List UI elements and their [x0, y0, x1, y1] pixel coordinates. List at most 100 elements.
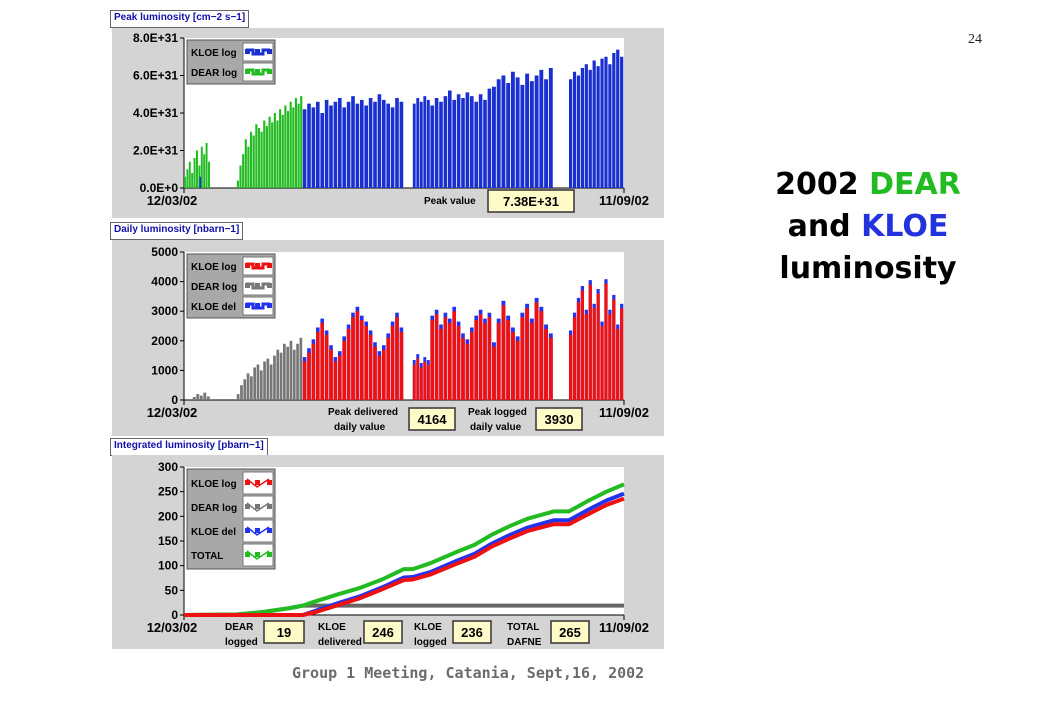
dear-daily-bar: [286, 346, 290, 400]
integrated-annotation-line1: DEAR: [225, 622, 254, 633]
integrated-annotation-line1: KLOE: [318, 622, 346, 633]
dear-peak-bar: [193, 158, 196, 188]
daily-legend-marker: [255, 303, 260, 308]
kloe-peak-bar: [487, 88, 492, 189]
daily-legend-label: KLOE del: [191, 302, 236, 313]
dear-peak-bar: [239, 165, 242, 188]
kloe-peak-bar: [316, 101, 320, 188]
dear-daily-bar: [266, 358, 270, 400]
headline-luminosity: luminosity: [779, 251, 957, 286]
integrated-legend-swatch: [246, 526, 270, 536]
integrated-legend-marker: [255, 528, 260, 533]
kloe-log-daily-bar: [576, 302, 581, 400]
kloe-log-daily-bar: [302, 361, 307, 400]
kloe-log-daily-bar: [355, 311, 360, 400]
peak-luminosity-chart: 8.0E+31 6.0E+31 4.0E+31 2.0E+31 0.0E+012/03/…: [112, 28, 664, 218]
dear-daily-bar: [192, 397, 196, 400]
peak-luminosity-panel: 8.0E+31 6.0E+31 4.0E+31 2.0E+31 0.0E+0 12/03/…: [112, 28, 664, 223]
dear-peak-bar: [196, 150, 198, 188]
kloe-peak-bar: [539, 69, 544, 189]
dear-peak-bar: [271, 122, 274, 188]
integrated-value: 265: [559, 625, 581, 640]
kloe-log-daily-bar: [529, 323, 534, 400]
kloe-peak-bar: [580, 68, 585, 188]
dear-daily-bar: [259, 370, 263, 400]
kloe-peak-bar: [501, 75, 506, 188]
kloe-peak-bar: [470, 96, 474, 189]
kloe-log-daily-bar: [320, 323, 325, 400]
daily-y-tick-label: 5000: [151, 245, 178, 259]
daily-legend-marker: [255, 283, 260, 288]
kloe-log-daily-bar: [338, 355, 342, 400]
kloe-peak-bar: [510, 71, 515, 188]
kloe-peak-bar: [584, 64, 588, 188]
headline-year: 2002: [775, 167, 859, 202]
kloe-peak-bar: [461, 98, 465, 188]
kloe-peak-bar: [465, 92, 470, 189]
kloe-peak-bar: [307, 103, 311, 189]
integrated-annotation-line2: logged: [414, 637, 447, 648]
peak-delivered-value-box: [408, 407, 456, 431]
slide-headline: 2002 DEAR and KLOE luminosity: [748, 164, 988, 290]
kloe-log-daily-bar: [496, 323, 501, 400]
total-integrated-line: [183, 482, 625, 617]
integrated-y-tick-label: 100: [158, 559, 178, 573]
integrated-legend-marker: [267, 528, 272, 533]
dear-peak-bar: [260, 131, 263, 188]
kloe-peak-bar: [452, 99, 457, 189]
kloe-log-daily-bar: [506, 320, 511, 400]
daily-legend-marker: [267, 263, 272, 268]
kloe-log-daily-bar: [510, 331, 515, 400]
dear-daily-bar: [279, 352, 283, 400]
kloe-peak-bar: [496, 79, 501, 188]
kloe-log-daily-bar: [600, 326, 604, 400]
dear-peak-bar: [276, 120, 279, 188]
kloe-log-daily-bar: [426, 364, 430, 400]
headline-and: and: [787, 209, 851, 244]
kloe-log-daily-bar: [525, 308, 530, 400]
kloe-log-daily-bar: [461, 337, 465, 400]
dear-peak-bar: [186, 169, 189, 188]
kloe-peak-bar: [474, 101, 479, 188]
dear-peak-bar: [191, 173, 194, 188]
kloe-log-daily-bar: [395, 317, 399, 400]
integrated-legend-swatch: [246, 478, 270, 488]
integrated-value-box: [550, 620, 590, 644]
peak-y-tick-label: 0.0E+0: [140, 181, 179, 195]
integrated-value: 246: [372, 625, 394, 640]
dear-peak-bar: [257, 128, 261, 188]
integrated-legend-marker: [245, 504, 250, 509]
integrated-legend-swatch: [246, 550, 270, 560]
kloe-log-daily-bar: [456, 326, 461, 400]
kloe-peak-bar: [368, 98, 373, 188]
kloe-peak-bar: [430, 105, 435, 188]
integrated-legend-marker: [267, 552, 272, 557]
dear-daily-bar: [246, 373, 250, 400]
kloe-log-daily-bar: [534, 302, 539, 400]
kloe-peak-bar: [364, 105, 369, 188]
kloe-log-daily-bar: [501, 305, 506, 400]
daily-chart-title: Daily luminosity [nbarn−1]: [110, 222, 244, 240]
integrated-y-tick-label: 250: [158, 485, 178, 499]
kloe-peak-bar: [608, 64, 612, 188]
kloe-peak-bar: [620, 56, 624, 188]
dear-daily-bar: [253, 367, 257, 400]
kloe-log-daily-bar: [382, 349, 386, 400]
daily-x-end-label: 11/09/02: [599, 405, 649, 420]
kloe-log-daily-bar: [377, 355, 382, 400]
daily-legend-marker: [255, 263, 260, 268]
kloe-log-daily-bar: [434, 314, 439, 400]
integrated-legend-label: KLOE del: [191, 527, 236, 538]
peak-y-tick-label: 4.0E+31: [133, 106, 178, 120]
daily-legend-marker: [267, 283, 272, 288]
kloe-peak-bar: [439, 101, 443, 188]
dear-peak-bar: [279, 109, 282, 188]
integrated-x-end-label: 11/09/02: [599, 620, 649, 635]
kloe-log-daily-bar: [351, 317, 355, 400]
integrated-luminosity-panel: 300 250 200 150 100 50 0 12/03/02 11/09/02 KLOE l…: [112, 455, 664, 654]
peak-delivered-label-line1: Peak delivered: [328, 407, 398, 418]
integrated-legend-swatch: [246, 502, 270, 512]
kloe-peak-bar: [423, 96, 427, 189]
dear-peak-bar: [188, 161, 191, 188]
integrated-legend-label: DEAR log: [191, 503, 237, 514]
